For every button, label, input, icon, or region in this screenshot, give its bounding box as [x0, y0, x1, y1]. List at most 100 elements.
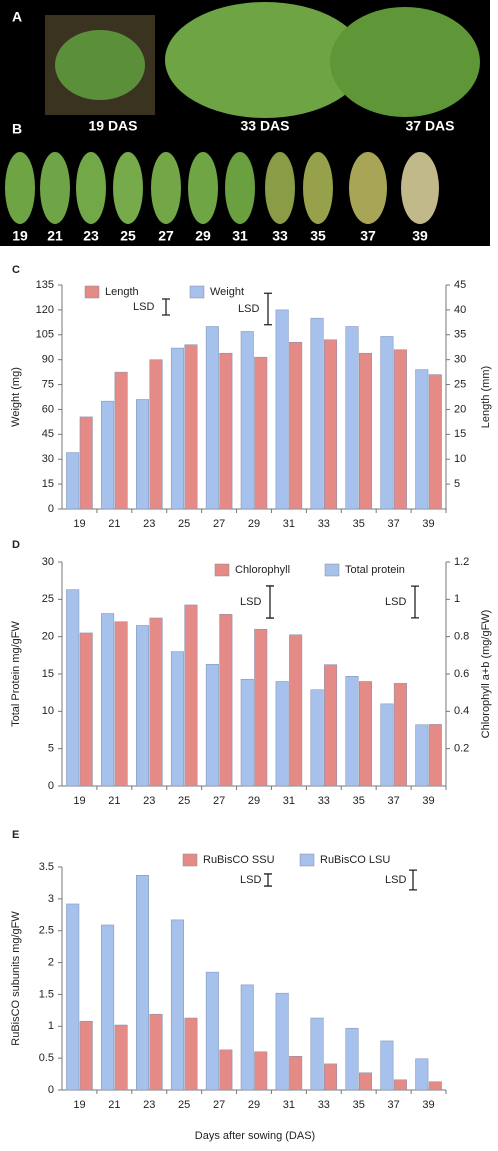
y2-tick-label: 1.2	[454, 556, 469, 568]
leaf	[265, 152, 295, 224]
bar	[240, 331, 254, 510]
bar	[219, 1049, 233, 1091]
x-tick-label: 23	[143, 1099, 155, 1111]
x-tick-label: 23	[143, 795, 155, 807]
x-tick-label: 31	[283, 1099, 295, 1111]
y-tick-label: 30	[42, 556, 54, 568]
leaf	[76, 152, 106, 224]
x-tick-label: 21	[108, 795, 120, 807]
lsd-bar	[409, 869, 417, 891]
y2-tick-label: 0.8	[454, 631, 469, 643]
bar	[66, 589, 80, 787]
y-tick-label: 105	[36, 329, 54, 341]
leaf-label: 29	[195, 228, 211, 244]
bar	[324, 1063, 338, 1091]
lsd-label: LSD	[238, 303, 259, 315]
leaf-label: 25	[120, 228, 136, 244]
leaf-label: 39	[412, 228, 428, 244]
y2-tick-label: 0.6	[454, 668, 469, 680]
x-tick-label: 37	[388, 795, 400, 807]
y-tick-label: 90	[42, 354, 54, 366]
lsd-bar	[264, 873, 272, 887]
bar	[380, 703, 394, 787]
lsd-bar	[162, 298, 170, 316]
plant-label: 33 DAS	[240, 118, 289, 134]
leaf-label: 23	[83, 228, 99, 244]
bar	[240, 984, 254, 1091]
panel-label: E	[12, 829, 19, 841]
bar	[79, 1020, 93, 1091]
y-tick-label: 3	[48, 893, 54, 905]
leaf-label: 27	[158, 228, 174, 244]
leaf-label: 37	[360, 228, 376, 244]
legend-swatch	[182, 853, 198, 867]
x-tick-label: 19	[73, 518, 85, 530]
bar	[205, 326, 219, 510]
lsd-bar	[264, 292, 272, 326]
bar	[101, 613, 115, 787]
bar	[324, 339, 338, 510]
legend-label: Weight	[210, 286, 244, 298]
x-tick-label: 19	[73, 1099, 85, 1111]
y-tick-label: 2	[48, 956, 54, 968]
y-tick-label: 25	[42, 593, 54, 605]
y-tick-label: 120	[36, 304, 54, 316]
x-tick-label: 37	[388, 1099, 400, 1111]
y2-tick-label: 20	[454, 403, 466, 415]
y2-tick-label: 30	[454, 354, 466, 366]
x-tick-label: 31	[283, 795, 295, 807]
lsd-bar	[411, 585, 419, 619]
legend-label: Total protein	[345, 564, 405, 576]
y-axis-title: Weight (mg)	[10, 367, 22, 427]
x-tick-label: 25	[178, 795, 190, 807]
y-axis-title: RuBisCO subunits mg/gFW	[10, 911, 22, 1046]
bar	[428, 374, 442, 510]
bar	[114, 621, 128, 787]
y-tick-label: 60	[42, 403, 54, 415]
bar	[101, 400, 115, 510]
bar	[428, 724, 442, 787]
x-tick-label: 39	[422, 1099, 434, 1111]
y-tick-label: 1	[48, 1020, 54, 1032]
bar	[310, 689, 324, 787]
y2-tick-label: 0.4	[454, 705, 469, 717]
bar	[184, 344, 198, 510]
y2-tick-label: 25	[454, 378, 466, 390]
x-tick-label: 35	[353, 518, 365, 530]
plant	[165, 2, 365, 118]
y-tick-label: 3.5	[39, 861, 54, 873]
plant	[55, 30, 145, 100]
bar	[219, 614, 233, 787]
bar	[358, 681, 372, 787]
y-tick-label: 75	[42, 378, 54, 390]
x-tick-label: 39	[422, 518, 434, 530]
panel-label: D	[12, 539, 20, 551]
legend-label: Chlorophyll	[235, 564, 290, 576]
x-tick-label: 35	[353, 1099, 365, 1111]
bar	[136, 399, 150, 510]
y-tick-label: 15	[42, 668, 54, 680]
leaf	[303, 152, 333, 224]
leaf-label: 31	[232, 228, 248, 244]
bar	[254, 356, 268, 510]
x-tick-label: 37	[388, 518, 400, 530]
bar	[136, 875, 150, 1091]
x-tick-label: 21	[108, 518, 120, 530]
lsd-label: LSD	[385, 596, 406, 608]
legend-swatch	[189, 285, 205, 299]
x-tick-label: 21	[108, 1099, 120, 1111]
bar	[345, 326, 359, 510]
leaf	[225, 152, 255, 224]
lsd-bar	[266, 585, 274, 619]
x-tick-label: 25	[178, 1099, 190, 1111]
bar	[358, 352, 372, 510]
bar	[205, 664, 219, 787]
bar	[240, 678, 254, 787]
y-tick-label: 1.5	[39, 988, 54, 1000]
x-tick-label: 29	[248, 518, 260, 530]
bar	[358, 1072, 372, 1091]
lsd-label: LSD	[240, 596, 261, 608]
x-axis-title: Days after sowing (DAS)	[195, 1130, 315, 1142]
y-tick-label: 15	[42, 478, 54, 490]
bar	[149, 617, 163, 787]
